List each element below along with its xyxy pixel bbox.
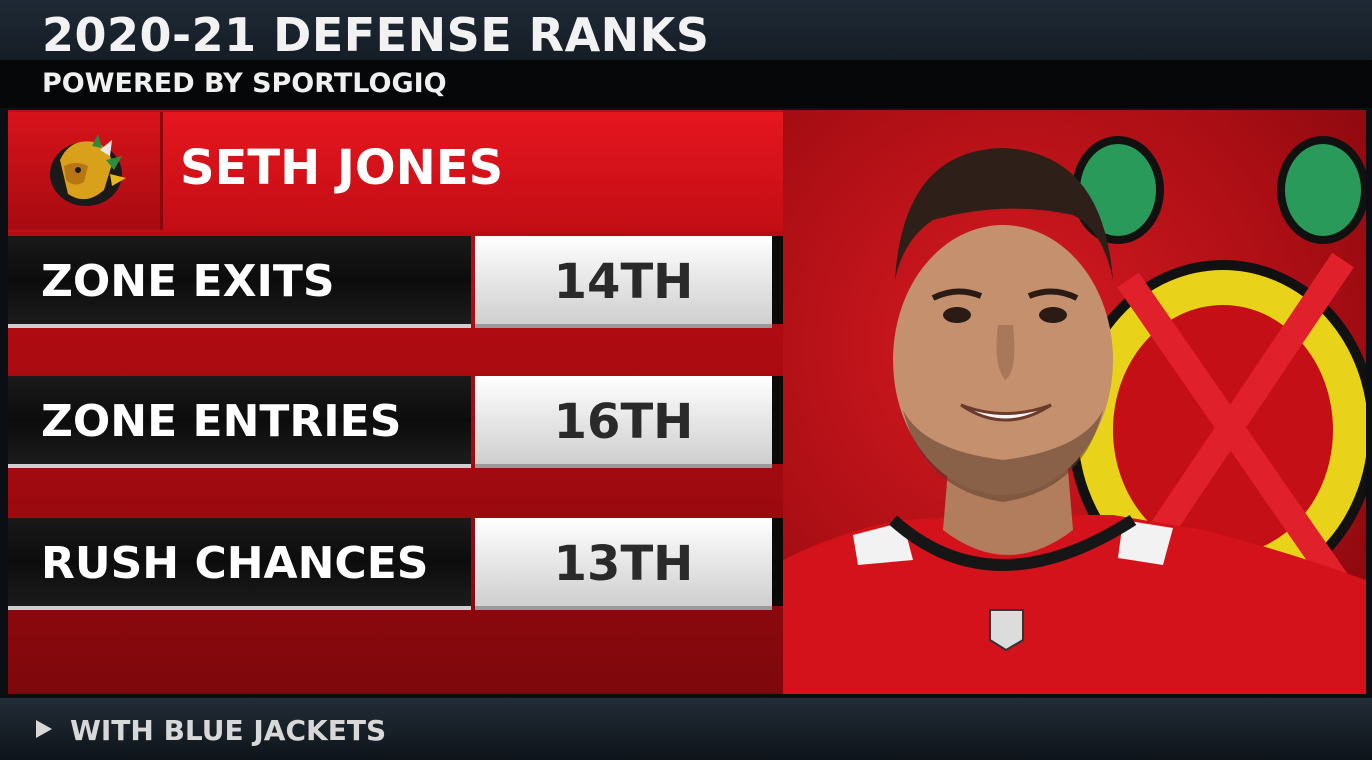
team-logo-box <box>8 112 163 230</box>
stat-row-edge <box>772 376 783 464</box>
player-name: SETH JONES <box>180 140 504 196</box>
stat-value: 16TH <box>553 394 694 450</box>
stat-value-box: 13TH <box>475 518 772 610</box>
stat-row-edge <box>772 518 783 606</box>
play-arrow-icon <box>36 720 52 738</box>
blackhawks-logo-icon <box>50 134 126 206</box>
stat-value: 14TH <box>553 254 694 310</box>
stat-label-box: ZONE EXITS <box>8 236 471 328</box>
footer-note: WITH BLUE JACKETS <box>70 714 387 747</box>
stat-label: ZONE EXITS <box>41 256 335 307</box>
graphic-title: 2020-21 DEFENSE RANKS <box>42 8 710 62</box>
stat-label-box: ZONE ENTRIES <box>8 376 471 468</box>
stat-value: 13TH <box>553 536 694 592</box>
stat-row-rush-chances: RUSH CHANCES 13TH <box>8 518 783 610</box>
stat-row-edge <box>772 236 783 324</box>
stat-label-box: RUSH CHANCES <box>8 518 471 610</box>
graphic-subtitle: POWERED BY SPORTLOGIQ <box>42 68 447 99</box>
graphic-footer <box>0 698 1372 760</box>
stat-row-zone-exits: ZONE EXITS 14TH <box>8 236 783 328</box>
stat-row-zone-entries: ZONE ENTRIES 16TH <box>8 376 783 468</box>
subtitle-bar <box>0 60 1372 108</box>
stat-label: RUSH CHANCES <box>41 538 429 589</box>
player-photo <box>783 110 1366 694</box>
player-headshot-icon <box>783 136 1366 694</box>
stat-value-box: 14TH <box>475 236 772 328</box>
stat-value-box: 16TH <box>475 376 772 468</box>
stat-label: ZONE ENTRIES <box>41 396 402 447</box>
